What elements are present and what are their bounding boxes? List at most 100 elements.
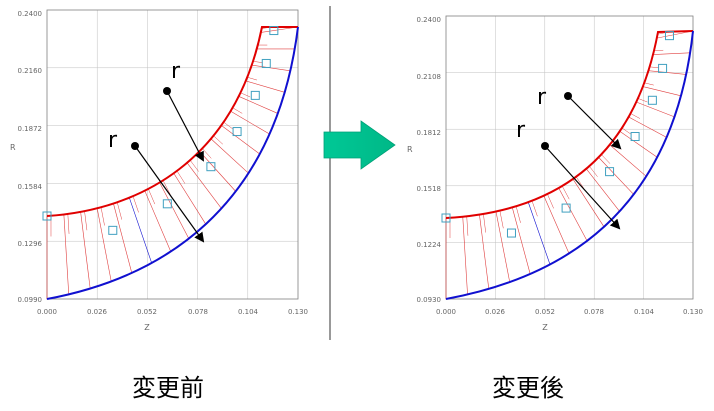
before-x-axis-label: Z [144, 323, 150, 332]
before-mesh-tick [85, 211, 87, 230]
after-xtick-4: 0.104 [634, 308, 655, 316]
after-ytick-2: 0.1812 [417, 129, 442, 137]
after-mesh-line [598, 157, 633, 194]
before-mesh-tick [101, 207, 105, 225]
before-mesh-tick [213, 136, 222, 145]
before-mesh-line [246, 81, 285, 92]
after-mesh-line [559, 188, 587, 241]
after-mesh-tick [650, 67, 659, 68]
after-mesh-tick [589, 166, 597, 177]
after-xtick-5: 0.130 [683, 308, 703, 316]
before-marker [163, 200, 171, 208]
before-xtick-5: 0.130 [288, 308, 308, 316]
before-mesh-tick [202, 148, 211, 158]
before-marker [233, 128, 241, 136]
before-markers [43, 27, 278, 235]
transition-arrow-icon [324, 121, 395, 169]
after-mesh-tick [638, 98, 648, 102]
before-y-axis-label: R [10, 143, 16, 152]
before-ytick-1: 0.2160 [18, 67, 43, 75]
after-mesh-tick [644, 83, 654, 85]
after-mesh-tick [532, 201, 537, 217]
after-inner-curve [446, 31, 693, 218]
before-xtick-4: 0.104 [238, 308, 259, 316]
before-mesh-line [81, 212, 91, 289]
before-marker [251, 91, 259, 99]
after-mesh-tick [516, 206, 520, 223]
before-arrow-label-1: r [171, 59, 181, 84]
after-xtick-0: 0.000 [436, 308, 456, 316]
after-mesh-tick [467, 216, 468, 235]
before-mesh-line [211, 139, 249, 173]
after-mesh-line [653, 53, 690, 55]
before-ytick-5: 0.0990 [18, 296, 43, 304]
after-marker [659, 64, 667, 72]
after-mesh-line [512, 207, 530, 274]
after-mesh-line [643, 87, 681, 96]
before-panel: 0.2400 0.2160 0.1872 0.1584 0.1296 0.099… [10, 10, 308, 332]
after-mesh-line [629, 117, 667, 137]
before-mesh-tick [253, 61, 263, 62]
after-arrow-2 [545, 146, 619, 228]
before-marker [109, 226, 117, 234]
after-panel: 0.2400 0.2108 0.1812 0.1518 0.1224 0.093… [407, 16, 703, 332]
before-mesh-tick [247, 77, 257, 80]
before-ytick-3: 0.1584 [18, 183, 43, 191]
after-ytick-5: 0.0930 [417, 296, 442, 304]
after-mesh-line [620, 131, 657, 157]
before-mesh-line [113, 204, 131, 273]
before-mesh-tick [233, 108, 243, 114]
after-xtick-2: 0.052 [535, 308, 555, 316]
before-marker [262, 59, 270, 67]
before-mesh-line [64, 214, 69, 294]
after-x-axis-label: Z [542, 323, 548, 332]
after-mesh-line [479, 215, 488, 289]
before-mesh-tick [117, 202, 122, 219]
before-mesh-line [199, 151, 235, 191]
after-ytick-0: 0.2400 [417, 16, 442, 24]
after-mesh [446, 31, 693, 299]
after-mesh-tick [483, 214, 485, 233]
before-xtick-2: 0.052 [137, 308, 157, 316]
after-mesh-line [463, 217, 468, 295]
after-ytick-4: 0.1224 [417, 241, 442, 249]
before-mesh-tick [177, 171, 185, 184]
before-ytick-0: 0.2400 [18, 10, 43, 18]
after-mesh-tick [500, 211, 503, 229]
before-mesh-tick [240, 93, 250, 97]
before-xtick-1: 0.026 [87, 308, 108, 316]
after-xtick-1: 0.026 [485, 308, 506, 316]
after-mesh-line [528, 202, 550, 264]
before-xtick-3: 0.078 [188, 308, 208, 316]
after-marker [507, 229, 515, 237]
after-markers [442, 32, 673, 237]
before-ytick-2: 0.1872 [18, 125, 43, 133]
after-ytick-3: 0.1518 [417, 185, 442, 193]
after-y-axis-label: R [407, 145, 413, 154]
before-caption: 変更前 [132, 368, 204, 403]
before-mesh-line [230, 111, 269, 134]
before-mesh-line [239, 96, 278, 113]
after-marker [648, 96, 656, 104]
before-xtick-0: 0.000 [37, 308, 57, 316]
after-mesh-line [573, 179, 604, 227]
after-arrow-label-2: r [516, 118, 526, 143]
after-mesh-tick [630, 113, 640, 118]
after-xtick-3: 0.078 [584, 308, 604, 316]
before-mesh-line [160, 183, 189, 239]
before-arrow-label-2: r [108, 128, 118, 153]
before-mesh-line [221, 125, 259, 154]
before-inner-curve [47, 27, 298, 216]
after-marker [631, 133, 639, 141]
before-mesh-line [97, 208, 111, 281]
after-ytick-1: 0.2108 [417, 73, 442, 81]
after-marker [562, 204, 570, 212]
after-mesh-line [610, 145, 647, 177]
after-mesh-tick [562, 186, 569, 199]
before-arrow-2 [135, 146, 203, 241]
before-ytick-4: 0.1296 [18, 240, 43, 248]
before-mesh-line [129, 198, 151, 263]
after-mesh-tick [601, 154, 610, 163]
